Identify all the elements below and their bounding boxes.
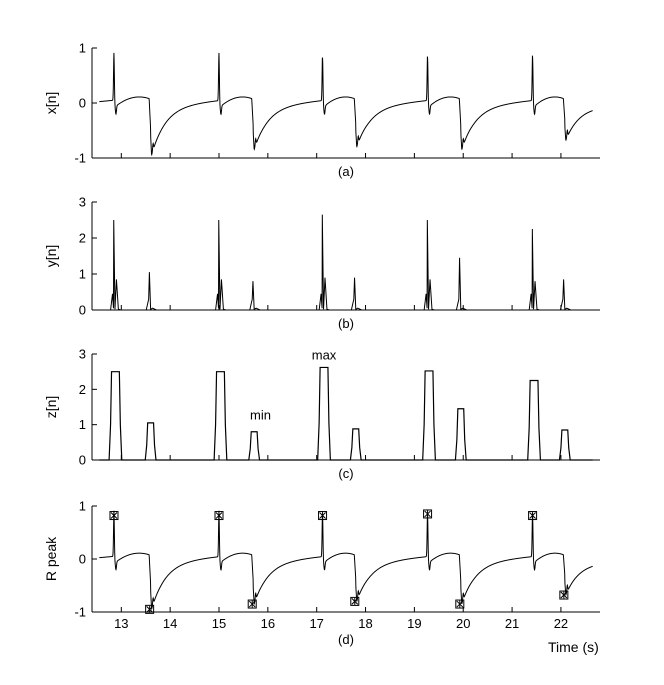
x-tick-label: 15 [212,616,226,631]
r-peak-marker [455,599,465,609]
y-tick-label: 1 [79,499,86,514]
y-tick-label: 2 [79,231,86,246]
panel-d: -1 0 1 13 14 15 16 17 18 19 20 21 22 R peak (d) [43,499,600,647]
y-tick-label: 1 [79,267,86,282]
x-tick-label: 16 [261,616,275,631]
annotation-max: max [312,347,337,362]
y-tick-label: 0 [79,96,86,111]
r-peak-marker [423,509,433,519]
annotation-min: min [250,407,271,422]
x-tick-label: 20 [456,616,470,631]
y-axis-label: z[n] [43,396,59,419]
x-tick-label: 17 [309,616,323,631]
x-tick-label: 13 [114,616,128,631]
y-tick-label: 2 [79,382,86,397]
r-peak-marker [247,599,257,609]
x-tick-label: 22 [554,616,568,631]
y-axis-label: x[n] [43,92,59,115]
x-tick-label: 19 [407,616,421,631]
y-tick-label: -1 [74,151,86,166]
x-tick-label: 18 [358,616,372,631]
r-peak-marker [214,511,224,521]
panel-label: (c) [338,466,353,481]
ecg-trace [99,52,593,157]
integrated-trace [99,366,593,461]
r-peak-marker [109,511,119,521]
r-peak-marker [318,511,328,521]
x-tick-label: 21 [505,616,519,631]
ecg-trace [99,510,593,611]
r-peak-marker [350,596,360,606]
y-tick-label: -1 [74,605,86,620]
x-tick-label: 14 [163,616,177,631]
y-tick-label: 3 [79,195,86,210]
y-axis-label: R peak [43,536,59,581]
panel-label: (b) [338,316,354,331]
panel-a: -1 0 1 x[n] (a) [43,41,600,179]
panel-c: 0 1 2 3 z[n] (c) max min [43,347,600,481]
y-tick-label: 1 [79,417,86,432]
y-tick-label: 3 [79,347,86,362]
panel-b: 0 1 2 3 y[n] (b) [43,195,600,331]
y-tick-label: 0 [79,552,86,567]
x-axis-label: Time (s) [548,639,599,655]
y-axis-label: y[n] [43,245,59,268]
panel-label: (d) [338,632,354,647]
r-peak-marker [528,511,538,521]
y-tick-label: 0 [79,303,86,318]
y-tick-label: 1 [79,41,86,56]
r-peak-marker [559,590,569,600]
y-tick-label: 0 [79,453,86,468]
r-peak-marker [145,604,155,614]
energy-trace [99,214,593,311]
panel-label: (a) [338,164,354,179]
